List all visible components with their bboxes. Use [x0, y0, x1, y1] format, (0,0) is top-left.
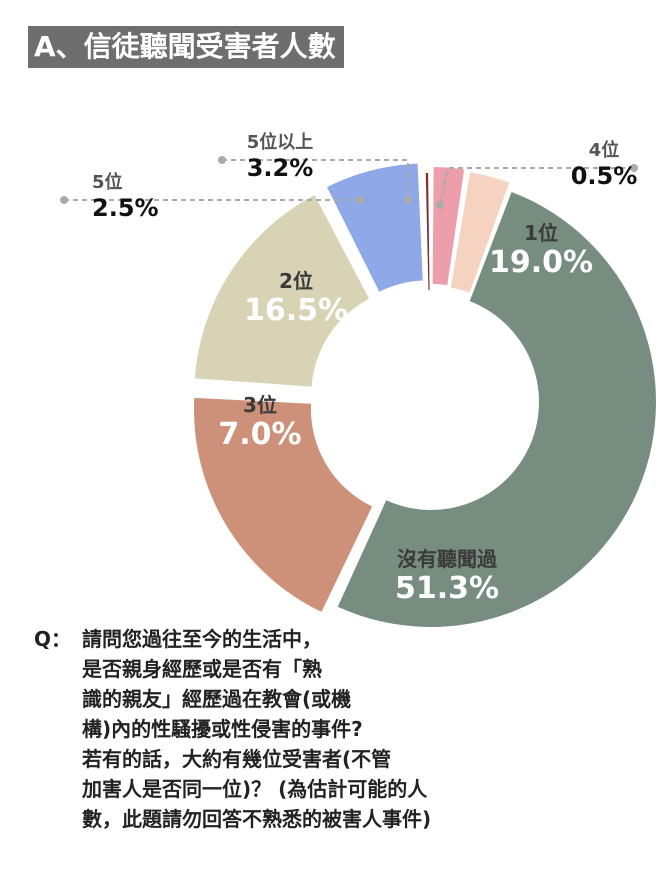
question-line-5: 若有的話，大約有幾位受害者(不管 — [82, 747, 392, 771]
leader-lines — [60, 156, 638, 209]
slice-category-label-1: 1位 — [524, 221, 558, 245]
donut-slice-3 — [327, 163, 423, 292]
slice-value-label-4: 0.5% — [571, 162, 638, 190]
slice-category-label-3: 3位 — [243, 393, 277, 417]
chart-slices — [193, 163, 656, 627]
donut-slice-1 — [193, 397, 373, 612]
leader-dot-4-1 — [436, 201, 444, 209]
leader-dot-6-1 — [404, 196, 412, 204]
question-line-7: 數，此題請勿回答不熟悉的被害人事件) — [82, 807, 432, 831]
donut-slice-5 — [432, 167, 465, 286]
slice-value-label-3: 7.0% — [218, 417, 301, 452]
slice-category-label-2: 2位 — [279, 269, 313, 293]
slice-value-label-0: 51.3% — [395, 571, 499, 606]
leader-line-4 — [439, 167, 634, 206]
question-line-6: 加害人是否同一位)？ (為估計可能的人 — [82, 777, 428, 801]
question-line-1: 請問您過往至今的生活中， — [82, 627, 322, 651]
question-text: 請問您過往至今的生活中， 是否親身經歷或是否有「熟 識的親友」經歷過在教會(或機… — [82, 624, 431, 834]
donut-slice-2 — [194, 195, 370, 387]
donut-slice-6 — [450, 172, 510, 293]
page-title: A、信徒聽聞受害者人數 — [28, 26, 344, 68]
donut-slice-4 — [425, 173, 430, 291]
question-label: Q： — [34, 627, 72, 651]
leader-dot-6-0 — [218, 156, 226, 164]
slice-category-label-5: 5位 — [92, 171, 123, 193]
donut-slice-0 — [337, 191, 656, 627]
slice-value-label-5: 2.5% — [92, 194, 159, 222]
leader-dot-4-0 — [630, 164, 638, 172]
leader-dot-5-0 — [60, 196, 68, 204]
question-line-2: 是否親身經歷或是否有「熟 — [82, 657, 322, 681]
leader-dot-5-1 — [356, 196, 364, 204]
question-line-4: 構)內的性騷擾或性侵害的事件? — [82, 717, 363, 741]
slice-value-label-1: 19.0% — [489, 245, 593, 280]
slice-category-label-6: 5位以上 — [247, 131, 314, 153]
question-line-3: 識的親友」經歷過在教會(或機 — [82, 687, 352, 711]
slice-value-label-2: 16.5% — [244, 293, 348, 328]
slice-category-label-0: 沒有聽聞過 — [397, 547, 498, 571]
slice-category-label-4: 4位 — [589, 139, 620, 161]
slice-value-label-6: 3.2% — [247, 154, 314, 182]
